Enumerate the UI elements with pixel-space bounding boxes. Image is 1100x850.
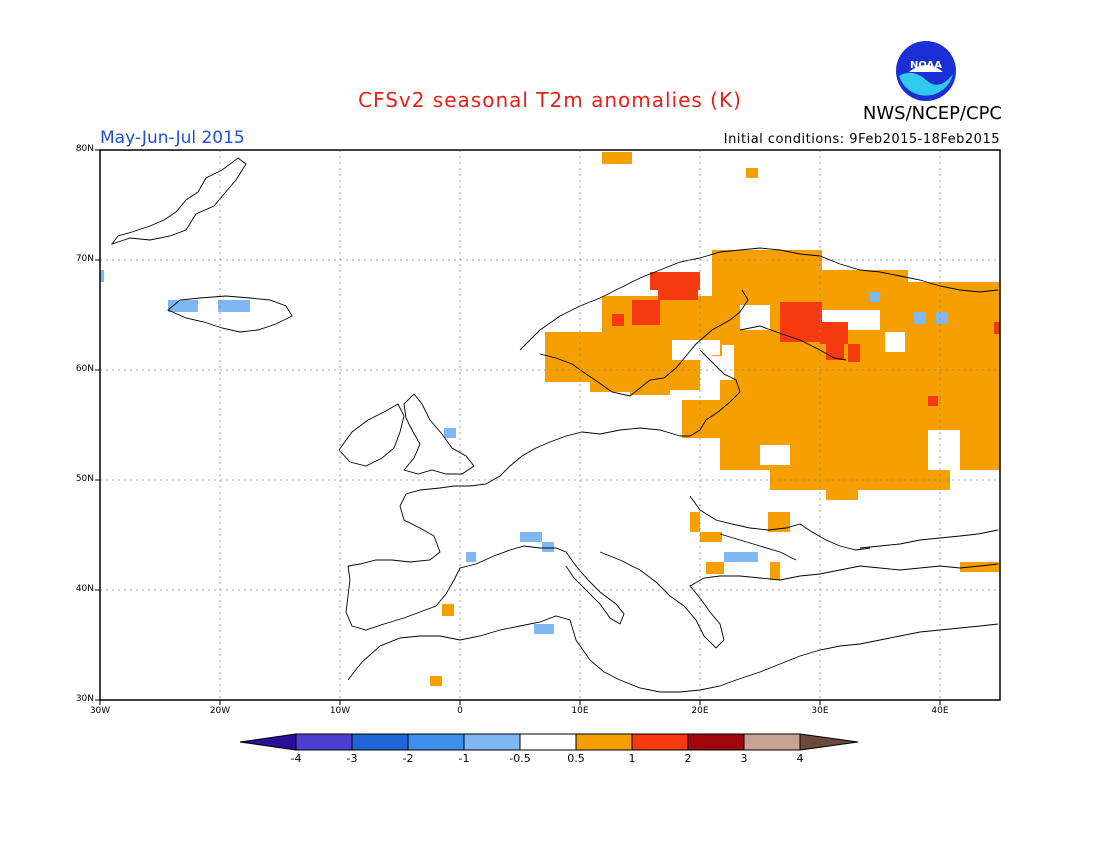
anomaly-cell <box>602 152 632 164</box>
colorbar-swatch <box>743 733 801 751</box>
colorbar-swatch <box>631 733 689 751</box>
anomaly-cell <box>990 292 1000 302</box>
anomaly-cell <box>820 322 848 344</box>
anomaly-cell <box>724 552 758 562</box>
latitude-label: 30N <box>75 694 94 704</box>
anomaly-cell <box>760 445 790 465</box>
colorbar-swatch <box>351 733 409 751</box>
colorbar-label: -4 <box>290 752 302 765</box>
anomaly-cell <box>770 460 950 490</box>
anomaly-cell <box>826 480 858 500</box>
anomaly-cell <box>682 400 742 438</box>
longitude-label: 0 <box>457 706 463 716</box>
anomaly-cell <box>520 532 542 542</box>
longitude-label: 20E <box>691 706 709 716</box>
colorbar-label: -2 <box>402 752 414 765</box>
colorbar-label: -0.5 <box>509 752 531 765</box>
anomaly-cell <box>542 542 554 552</box>
anomaly-cell <box>928 396 938 406</box>
anomaly-cell <box>936 312 948 324</box>
anomaly-cell <box>590 370 630 392</box>
noaa-logo-text: NOAA <box>910 60 942 71</box>
anomaly-cell <box>702 340 720 355</box>
latitude-label: 50N <box>75 474 94 484</box>
coastlines <box>110 157 999 693</box>
map-frame <box>99 149 1001 701</box>
anomaly-cell <box>914 312 926 324</box>
agency-label: NWS/NCEP/CPC <box>862 103 1002 124</box>
anomaly-cell <box>994 322 1000 334</box>
latitude-label: 70N <box>75 254 94 264</box>
anomaly-cell <box>442 604 454 616</box>
anomaly-cell <box>690 512 700 532</box>
anomaly-cell <box>848 344 860 362</box>
noaa-logo-icon: NOAA <box>896 41 956 101</box>
anomaly-cell <box>218 300 250 312</box>
anomaly-cell <box>632 300 660 325</box>
colorbar-label: 0.5 <box>567 752 585 765</box>
colorbar-label: -3 <box>346 752 358 765</box>
longitude-label: 40E <box>931 706 949 716</box>
colorbar-extend-high <box>799 733 859 751</box>
colorbar-swatch <box>687 733 745 751</box>
anomaly-cell <box>885 332 905 352</box>
initial-conditions: Initial conditions: 9Feb2015-18Feb2015 <box>723 132 1000 147</box>
anomaly-cell <box>650 272 700 290</box>
colorbar-swatch <box>295 733 353 751</box>
longitude-label: 10E <box>571 706 589 716</box>
chart-title: CFSv2 seasonal T2m anomalies (K) <box>358 88 742 112</box>
anomaly-cell <box>938 290 1000 320</box>
anomaly-cell <box>928 430 960 470</box>
colorbar-swatch <box>463 733 521 751</box>
colorbar-label: 2 <box>684 752 692 765</box>
anomaly-cell <box>534 624 554 634</box>
longitude-label: 10W <box>329 706 351 716</box>
longitude-label: 30W <box>89 706 111 716</box>
anomaly-cell <box>612 314 624 326</box>
colorbar-label: -1 <box>458 752 470 765</box>
anomaly-cell <box>960 562 1000 572</box>
anomaly-cells <box>100 152 1000 686</box>
anomaly-cell <box>870 292 880 302</box>
anomaly-cell <box>706 562 724 574</box>
longitude-label: 30E <box>811 706 829 716</box>
colorbar-label: 3 <box>740 752 748 765</box>
anomaly-cell <box>466 552 476 562</box>
colorbar-label: 4 <box>796 752 804 765</box>
longitude-label: 20W <box>209 706 231 716</box>
colorbar-swatch <box>519 733 577 751</box>
anomaly-cell <box>746 168 758 178</box>
latitude-label: 40N <box>75 584 94 594</box>
forecast-period: May-Jun-Jul 2015 <box>100 128 245 148</box>
anomaly-cell <box>770 562 780 580</box>
latitude-label: 80N <box>75 144 94 154</box>
anomaly-cell <box>700 532 722 542</box>
anomaly-cell <box>430 676 442 686</box>
colorbar-swatch <box>575 733 633 751</box>
anomaly-cell <box>768 512 790 532</box>
latitude-label: 60N <box>75 364 94 374</box>
anomaly-cell <box>444 428 456 438</box>
anomaly-cell <box>100 270 104 282</box>
colorbar-extend-low <box>239 733 297 751</box>
colorbar-swatch <box>407 733 465 751</box>
axis-ticks <box>95 149 941 705</box>
anomaly-cell <box>740 305 770 330</box>
anomaly-cell <box>168 300 198 312</box>
anomaly-cell <box>658 286 698 300</box>
grid-lines <box>100 150 1000 700</box>
colorbar-label: 1 <box>628 752 636 765</box>
